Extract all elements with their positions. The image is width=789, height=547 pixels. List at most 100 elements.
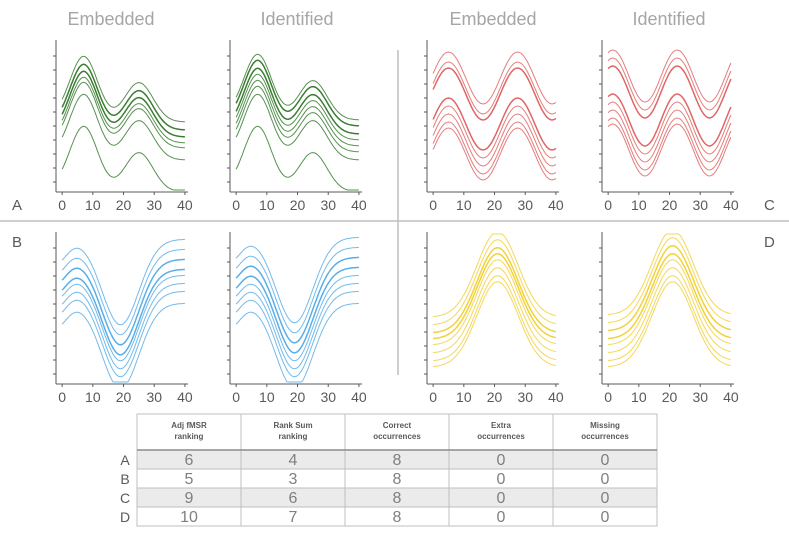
column-title: Embedded [449, 9, 536, 29]
x-tick-label: 30 [517, 197, 533, 213]
x-tick-label: 20 [116, 389, 132, 405]
x-tick-label: 0 [604, 389, 612, 405]
series-line [61, 282, 185, 370]
quadrant-label: B [12, 234, 22, 251]
series-line [432, 105, 557, 159]
series-line [432, 127, 557, 181]
series-line [432, 121, 557, 175]
x-tick-label: 10 [85, 197, 101, 213]
series-line [607, 101, 732, 155]
series-line [433, 233, 557, 318]
series-line [235, 73, 359, 141]
series-line [61, 63, 185, 131]
column-titles: Embedded Identified Embedded Identified [67, 9, 705, 29]
series-line [235, 53, 359, 121]
series-line [433, 275, 557, 362]
series-line [432, 61, 557, 115]
x-tick-label: 10 [85, 389, 101, 405]
series-line [433, 259, 557, 346]
series-line [433, 253, 557, 340]
table-header [136, 413, 658, 451]
table-cell: 0 [601, 509, 610, 526]
x-tick-label: 0 [604, 197, 612, 213]
x-tick-label: 20 [662, 197, 678, 213]
x-tick-label: 20 [487, 389, 503, 405]
table-cell: 9 [185, 490, 194, 507]
x-tick-label: 40 [723, 197, 739, 213]
series-line [608, 237, 732, 324]
series-line [607, 109, 732, 163]
x-tick-label: 10 [631, 197, 647, 213]
chart-panel: 0 10 20 30 40 [599, 232, 739, 405]
x-tick-label: 30 [146, 197, 162, 213]
series-line [235, 59, 359, 127]
chart-panel: 0 10 20 30 40 [424, 40, 564, 213]
x-tick-label: 10 [259, 389, 275, 405]
table-cell: 3 [289, 471, 298, 488]
table-cell: 8 [393, 471, 402, 488]
chart-panel: 0 10 20 30 40 [53, 40, 193, 213]
series-line [61, 125, 185, 191]
quadrant-labels: A B C D [12, 197, 775, 251]
series-line [235, 85, 359, 153]
table-cell: 0 [497, 509, 506, 526]
chart-panel: 0 10 20 30 40 [599, 40, 739, 213]
table-header-cell: Extra [491, 421, 512, 430]
x-tick-label: 40 [548, 389, 564, 405]
x-tick-label: 30 [517, 389, 533, 405]
x-tick-label: 40 [351, 389, 367, 405]
x-tick-label: 10 [456, 389, 472, 405]
series-line [608, 253, 732, 340]
table-header-cell: ranking [279, 432, 308, 441]
series-line [61, 93, 185, 161]
series-line [608, 281, 732, 368]
table-header-cell: Adj fMSR [171, 421, 207, 430]
series-line [235, 266, 359, 354]
series-line [433, 267, 557, 354]
table-cell: 0 [497, 452, 506, 469]
series-line [61, 248, 185, 336]
column-title: Identified [260, 9, 333, 29]
series-line [608, 259, 732, 346]
series-line [61, 76, 185, 144]
x-tick-label: 0 [232, 197, 240, 213]
x-tick-label: 20 [487, 197, 503, 213]
series-line [432, 51, 557, 105]
chart-panel: 0 10 20 30 40 [424, 232, 564, 405]
series-line [432, 97, 557, 151]
table-row [136, 506, 658, 527]
series-line [432, 67, 557, 121]
chart-panel: 0 10 20 30 40 [53, 232, 193, 405]
series-line [235, 256, 359, 344]
series-line [235, 125, 359, 191]
x-tick-label: 30 [320, 197, 336, 213]
table-cell: 0 [497, 471, 506, 488]
series-line [607, 117, 732, 171]
chart-panel: 0 10 20 30 40 [227, 40, 367, 213]
x-tick-label: 30 [146, 389, 162, 405]
series-line [607, 49, 732, 103]
x-tick-label: 20 [116, 197, 132, 213]
chart-panel: 0 10 20 30 40 [227, 232, 367, 405]
table-cell: 4 [289, 452, 298, 469]
series-line [235, 282, 359, 370]
series-line [433, 239, 557, 326]
series-line [61, 81, 185, 149]
series-line [235, 79, 359, 147]
x-tick-label: 10 [456, 197, 472, 213]
x-tick-label: 0 [429, 197, 437, 213]
x-tick-label: 30 [692, 197, 708, 213]
table-row-label: A [120, 452, 130, 468]
series-line [61, 302, 185, 383]
x-tick-label: 0 [58, 197, 66, 213]
series-line [607, 65, 732, 119]
table-header-cell: Rank Sum [273, 421, 312, 430]
x-tick-label: 30 [320, 389, 336, 405]
series-line [608, 275, 732, 362]
quadrant-label: A [12, 197, 22, 214]
x-tick-label: 10 [259, 197, 275, 213]
results-table: Adj fMSR ranking Rank Sum ranking Correct occ… [120, 413, 658, 527]
series-line [61, 70, 185, 138]
table-header-cell: Correct [383, 421, 412, 430]
